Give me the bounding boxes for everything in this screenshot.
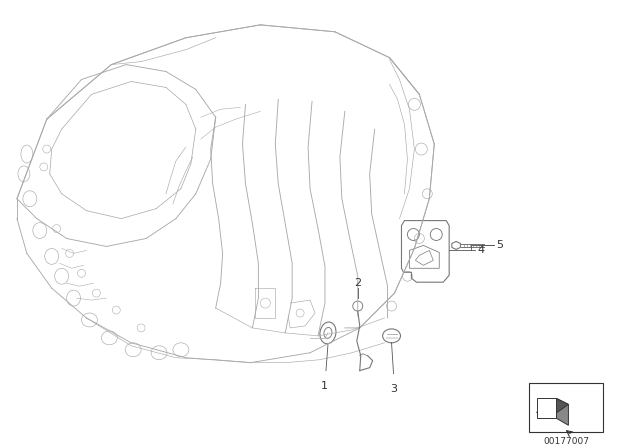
Text: 4: 4 — [477, 246, 484, 255]
Text: 00177007: 00177007 — [543, 437, 589, 446]
Text: 5: 5 — [496, 241, 503, 250]
Polygon shape — [536, 398, 568, 418]
Text: 2: 2 — [354, 278, 362, 288]
Text: 3: 3 — [390, 383, 397, 393]
Polygon shape — [536, 398, 557, 418]
Polygon shape — [557, 398, 568, 425]
Bar — [529, 383, 603, 432]
Text: 1: 1 — [321, 380, 328, 391]
